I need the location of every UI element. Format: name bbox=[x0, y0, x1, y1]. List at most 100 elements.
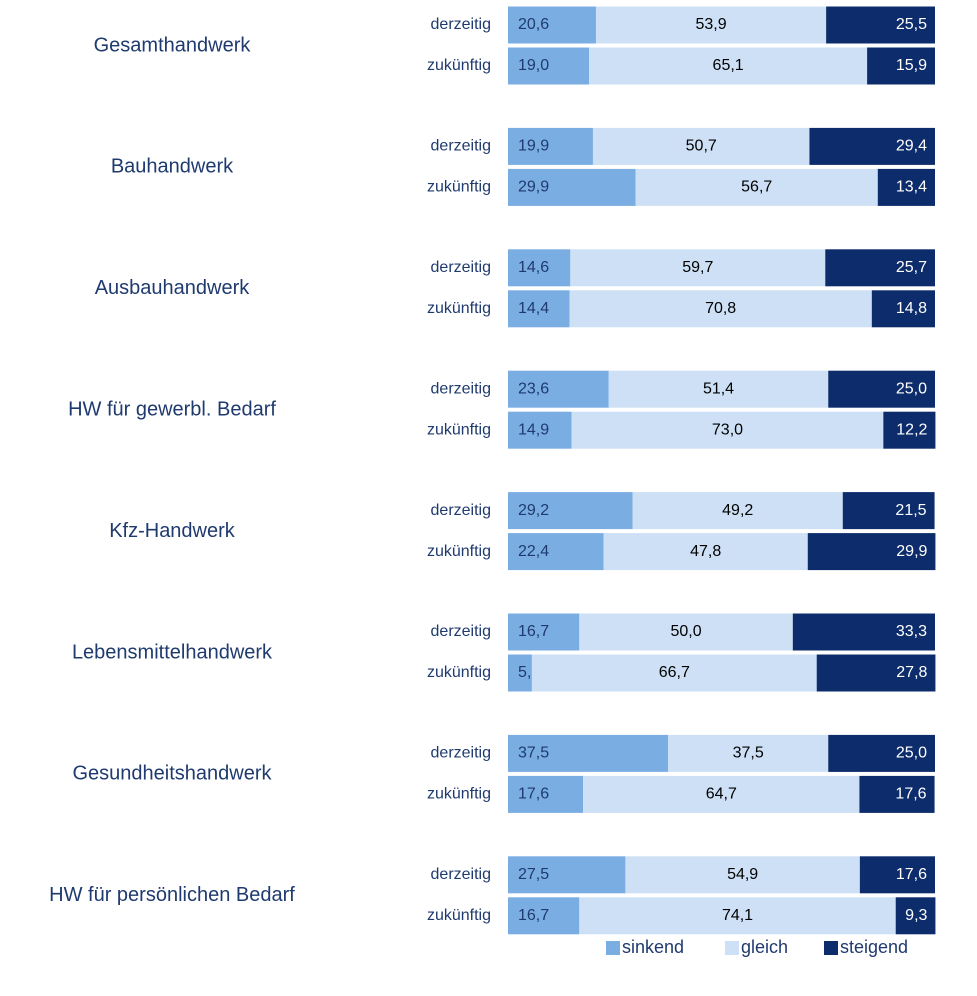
legend-label: sinkend bbox=[622, 937, 684, 957]
bar-segment bbox=[625, 856, 860, 894]
value-label: 19,9 bbox=[518, 138, 549, 155]
bar-segment bbox=[508, 856, 626, 894]
row-label: zukünftig bbox=[427, 57, 491, 74]
value-label: 50,0 bbox=[670, 623, 701, 640]
group-label: Ausbauhandwerk bbox=[95, 277, 251, 299]
value-label: 20,6 bbox=[518, 16, 549, 33]
value-label: 59,7 bbox=[682, 259, 713, 276]
bar-segment bbox=[592, 127, 810, 165]
group-label: HW für persönlichen Bedarf bbox=[49, 884, 295, 906]
value-label: 13,4 bbox=[896, 179, 927, 196]
bar-segment bbox=[883, 411, 936, 449]
bar-segment bbox=[668, 734, 829, 772]
value-label: 73,0 bbox=[712, 421, 743, 438]
value-label: 14,8 bbox=[896, 300, 927, 317]
value-label: 27,8 bbox=[896, 664, 927, 681]
bar-segment bbox=[508, 249, 571, 287]
value-label: 47,8 bbox=[690, 543, 721, 560]
group-label: Lebensmittelhandwerk bbox=[72, 641, 273, 663]
value-label: 74,1 bbox=[722, 907, 753, 924]
value-label: 66,7 bbox=[659, 664, 690, 681]
bar-segment bbox=[579, 897, 896, 935]
bar-segment bbox=[859, 856, 935, 894]
bar-segment bbox=[871, 290, 935, 328]
value-label: 22,4 bbox=[518, 543, 549, 560]
bar-segment bbox=[508, 411, 572, 449]
legend-swatch bbox=[725, 941, 739, 955]
group-label: Gesundheitshandwerk bbox=[72, 763, 272, 785]
bar-segment bbox=[508, 6, 596, 44]
bar-segment bbox=[531, 654, 817, 692]
bar-segment bbox=[508, 533, 604, 571]
row-label: zukünftig bbox=[427, 786, 491, 803]
bar-segment bbox=[583, 775, 860, 813]
bar-segment bbox=[828, 370, 935, 408]
value-label: 33,3 bbox=[896, 623, 927, 640]
value-label: 14,4 bbox=[518, 300, 549, 317]
value-label: 51,4 bbox=[703, 380, 734, 397]
bar-segment bbox=[589, 47, 868, 85]
bar-segment bbox=[635, 168, 878, 206]
bar-segment bbox=[608, 370, 829, 408]
row-label: derzeitig bbox=[431, 16, 491, 33]
bar-segment bbox=[508, 654, 532, 692]
value-label: 17,6 bbox=[895, 786, 926, 803]
bar-segment bbox=[579, 613, 793, 651]
value-label: 15,9 bbox=[896, 57, 927, 74]
bar-segment bbox=[508, 613, 580, 651]
bar-segment bbox=[816, 654, 936, 692]
value-label: 25,7 bbox=[896, 259, 927, 276]
bar-segment bbox=[508, 127, 593, 165]
row-label: derzeitig bbox=[431, 138, 491, 155]
bar-segment bbox=[569, 290, 872, 328]
value-label: 16,7 bbox=[518, 623, 549, 640]
bar-segment bbox=[809, 127, 935, 165]
value-label: 53,9 bbox=[695, 16, 726, 33]
row-label: derzeitig bbox=[431, 866, 491, 883]
value-label: 56,7 bbox=[741, 179, 772, 196]
value-label: 49,2 bbox=[722, 502, 753, 519]
row-label: zukünftig bbox=[427, 664, 491, 681]
bar-segment bbox=[877, 168, 935, 206]
value-label: 25,0 bbox=[896, 745, 927, 762]
value-label: 9,3 bbox=[905, 907, 927, 924]
bar-segment bbox=[807, 533, 936, 571]
value-label: 14,6 bbox=[518, 259, 549, 276]
legend-label: steigend bbox=[840, 937, 908, 957]
value-label: 17,6 bbox=[518, 786, 549, 803]
group-label: HW für gewerbl. Bedarf bbox=[68, 398, 276, 420]
value-label: 29,4 bbox=[896, 138, 927, 155]
value-label: 17,6 bbox=[896, 866, 927, 883]
row-label: derzeitig bbox=[431, 745, 491, 762]
value-label: 37,5 bbox=[518, 745, 549, 762]
legend-label: gleich bbox=[741, 937, 788, 957]
bar-segment bbox=[792, 613, 935, 651]
value-label: 64,7 bbox=[706, 786, 737, 803]
value-label: 29,9 bbox=[518, 179, 549, 196]
row-label: zukünftig bbox=[427, 907, 491, 924]
legend-swatch bbox=[606, 941, 620, 955]
value-label: 27,5 bbox=[518, 866, 549, 883]
bar-segment bbox=[508, 897, 580, 935]
bar-segment bbox=[826, 6, 935, 44]
value-label: 65,1 bbox=[713, 57, 744, 74]
value-label: 29,2 bbox=[518, 502, 549, 519]
bar-segment bbox=[508, 168, 636, 206]
value-label: 14,9 bbox=[518, 421, 549, 438]
bar-segment bbox=[867, 47, 935, 85]
bar-segment bbox=[595, 6, 827, 44]
value-label: 21,5 bbox=[895, 502, 926, 519]
value-label: 25,0 bbox=[896, 380, 927, 397]
bar-segment bbox=[825, 249, 935, 287]
group-label: Bauhandwerk bbox=[111, 156, 234, 178]
value-label: 12,2 bbox=[896, 421, 927, 438]
bar-segment bbox=[828, 734, 935, 772]
value-label: 19,0 bbox=[518, 57, 549, 74]
value-label: 23,6 bbox=[518, 380, 549, 397]
bar-segment bbox=[508, 370, 609, 408]
bar-segment bbox=[508, 47, 590, 85]
group-label: Gesamthandwerk bbox=[94, 34, 252, 56]
row-label: zukünftig bbox=[427, 179, 491, 196]
value-label: 29,9 bbox=[896, 543, 927, 560]
